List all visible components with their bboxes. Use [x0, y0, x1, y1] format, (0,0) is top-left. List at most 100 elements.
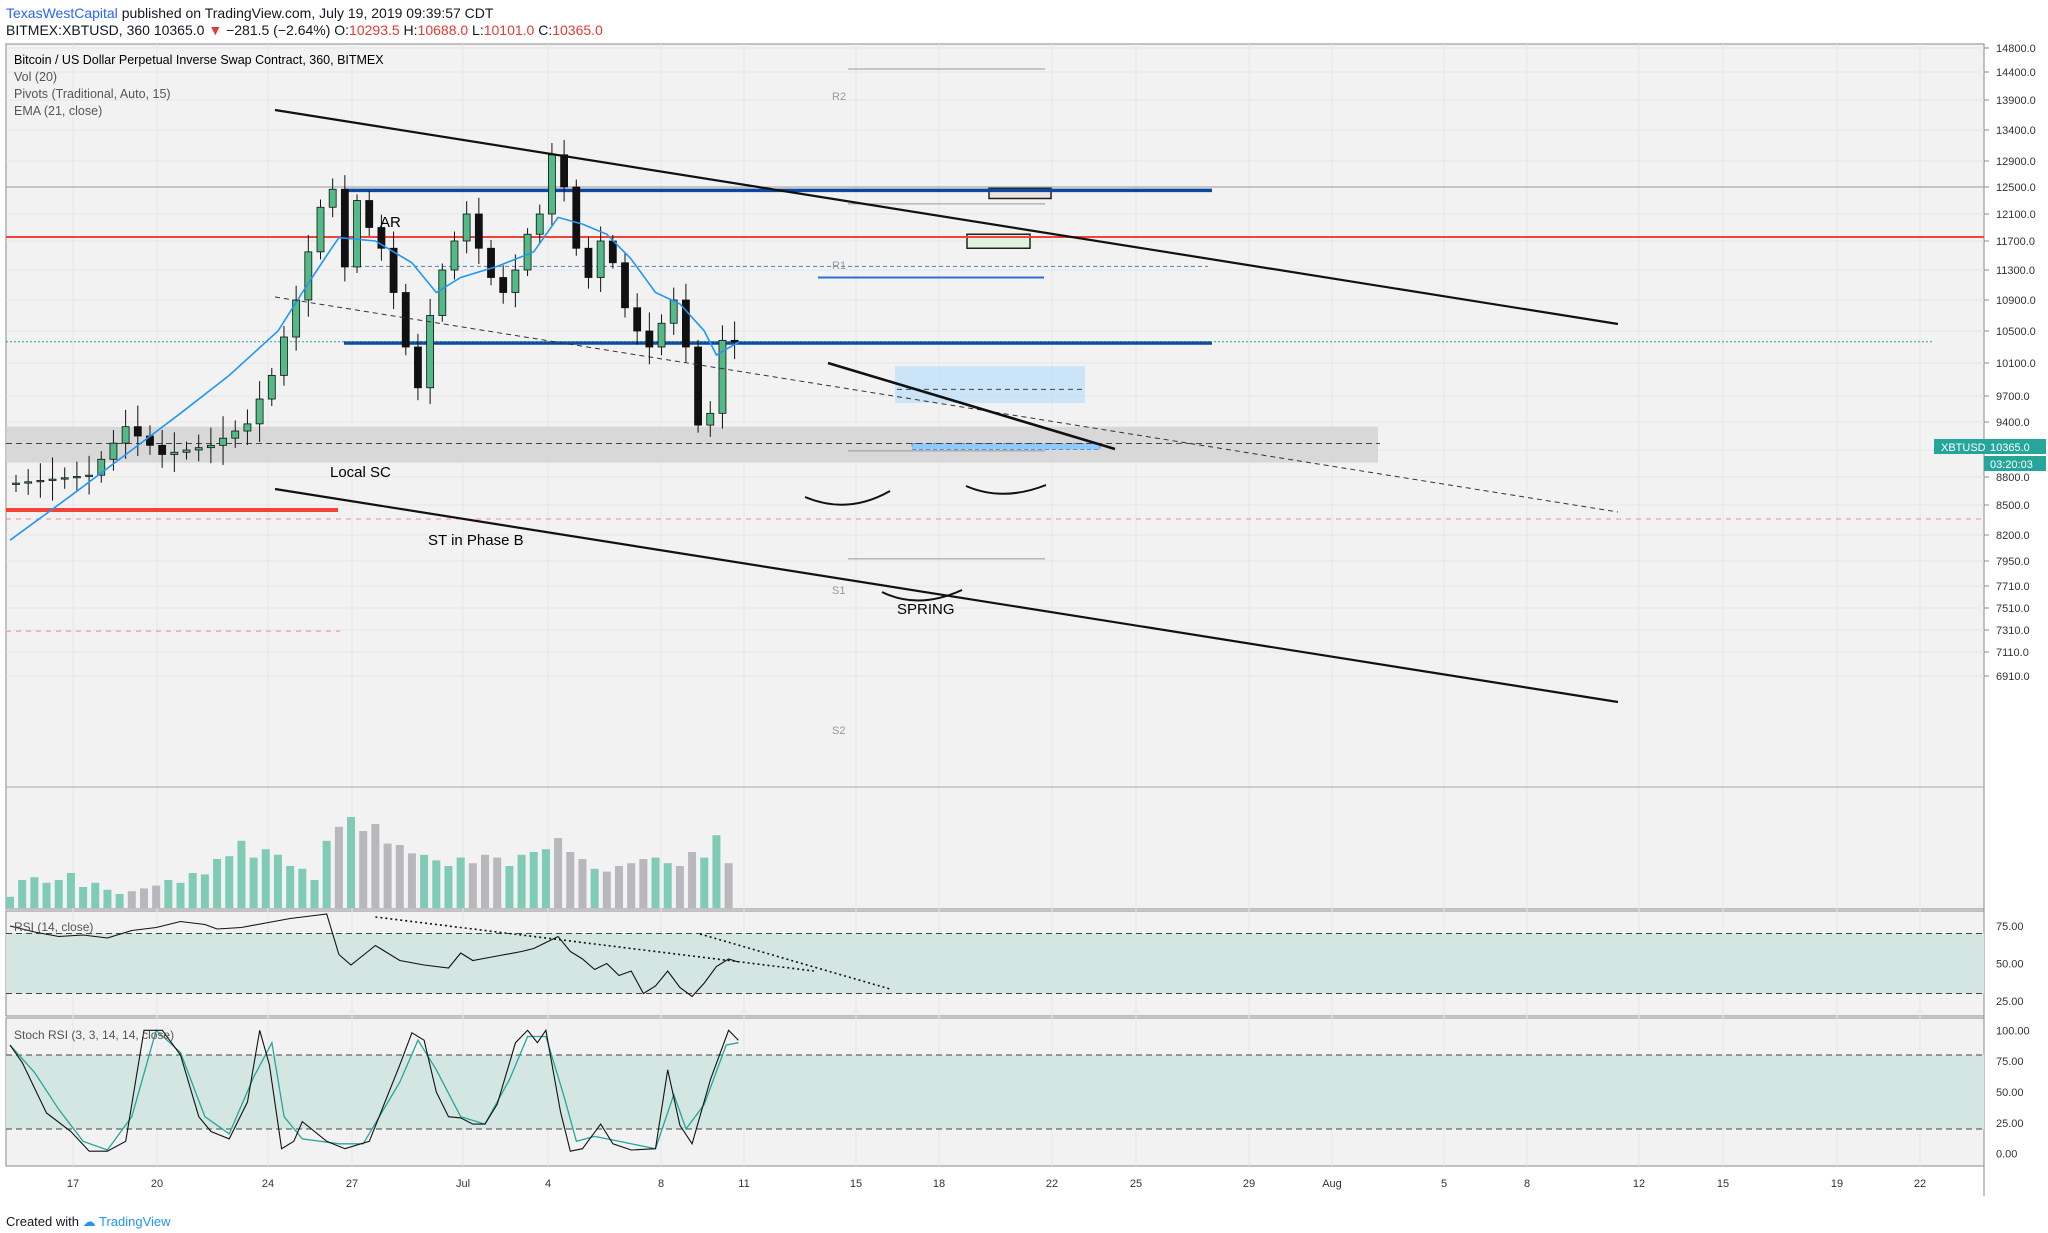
- volume-bar: [481, 854, 490, 908]
- volume-bar: [675, 866, 684, 908]
- volume-bar: [517, 854, 526, 908]
- price-tick-label: 7950.0: [1996, 556, 2030, 568]
- price-tick-label: 7510.0: [1996, 603, 2030, 615]
- volume-bar: [541, 849, 550, 908]
- volume-bar: [261, 849, 270, 908]
- time-tick-label: 25: [1130, 1178, 1142, 1190]
- pivot-r1-label: R1: [832, 260, 846, 272]
- candle: [487, 247, 495, 278]
- candle: [158, 444, 167, 455]
- volume-bar: [30, 877, 39, 908]
- rsi-label[interactable]: RSI (14, close): [14, 920, 93, 934]
- candle: [194, 447, 203, 451]
- time-tick-label: 29: [1243, 1178, 1255, 1190]
- candle: [48, 478, 57, 481]
- volume-bar: [627, 863, 636, 908]
- rsi-divergence-line: [375, 916, 814, 972]
- volume-bar: [115, 894, 124, 908]
- local-sc-annotation: Local SC: [330, 464, 391, 481]
- pivot-r2-label: R2: [832, 91, 846, 103]
- price-axis[interactable]: [1984, 44, 2048, 1166]
- volume-bar: [566, 852, 575, 908]
- change-down-icon: ▼: [208, 22, 223, 38]
- candle: [523, 233, 532, 271]
- candle: [414, 346, 422, 389]
- candle: [560, 154, 568, 188]
- open-value: 10293.5: [349, 22, 400, 38]
- time-axis[interactable]: [6, 1166, 1984, 1196]
- rsi-tick-label: 50.00: [1996, 959, 2024, 971]
- time-tick-label: 8: [1524, 1178, 1530, 1190]
- volume-bar: [237, 840, 246, 908]
- volume-bar: [444, 866, 453, 908]
- volume-bar: [432, 860, 441, 908]
- trading-chart[interactable]: 75.00 50.00 25.00 100.00 75.00 50.00 25.00 0.0…: [0, 40, 2048, 1210]
- pivots-indicator-label[interactable]: Pivots (Traditional, Auto, 15): [14, 87, 171, 101]
- volume-bar: [663, 863, 672, 908]
- chart-footer: Created with ☁ TradingView: [0, 1210, 2048, 1233]
- candle: [36, 480, 45, 483]
- stoch-rsi-label[interactable]: Stoch RSI (3, 3, 14, 14, close): [14, 1028, 174, 1042]
- short-trendline: [827, 361, 1116, 451]
- price-tick-label: 12100.0: [1996, 209, 2036, 221]
- volume-bar: [554, 838, 563, 908]
- candle: [316, 206, 325, 253]
- candle: [645, 330, 654, 348]
- candle: [669, 299, 678, 324]
- volume-bar: [383, 843, 392, 908]
- candle: [328, 188, 337, 208]
- time-tick-label: 11: [738, 1178, 749, 1190]
- time-tick-label: 15: [1717, 1178, 1729, 1190]
- time-tick-label: 4: [545, 1178, 551, 1190]
- candle: [73, 476, 81, 479]
- candle: [633, 307, 642, 332]
- volume-bar: [529, 852, 538, 908]
- candle: [353, 200, 361, 268]
- volume-bar: [602, 871, 611, 908]
- close-label: C:: [538, 22, 553, 38]
- volume-bar: [322, 840, 331, 908]
- volume-bar: [66, 873, 75, 908]
- volume-bar: [298, 868, 307, 908]
- channel-top-line: [274, 108, 1619, 326]
- candle: [584, 247, 593, 278]
- ema-indicator-label[interactable]: EMA (21, close): [14, 104, 102, 118]
- volume-bar: [79, 887, 88, 908]
- volume-bar: [54, 880, 63, 908]
- candle: [438, 269, 447, 316]
- candle: [206, 444, 215, 449]
- price-tick-label: 14800.0: [1996, 43, 2036, 55]
- price-tick-label: 13900.0: [1996, 95, 2036, 107]
- volume-bar: [700, 857, 709, 908]
- candle: [499, 277, 508, 293]
- price-tick-label: 11700.0: [1996, 236, 2035, 248]
- volume-bar: [468, 863, 477, 908]
- volume-bar: [6, 896, 14, 908]
- created-with-label: Created with: [6, 1214, 79, 1229]
- tradingview-link[interactable]: TradingView: [99, 1214, 171, 1229]
- author-link[interactable]: TexasWestCapital: [6, 5, 118, 21]
- volume-bar: [724, 863, 733, 908]
- price-badge[interactable]: [1934, 439, 2046, 454]
- volume-bar: [395, 845, 404, 908]
- tradingview-logo-icon: ☁: [82, 1214, 96, 1229]
- candle: [182, 449, 191, 453]
- candle: [12, 482, 20, 485]
- time-tick-label: 19: [1831, 1178, 1843, 1190]
- candle: [401, 292, 410, 348]
- price-tick-label: 7710.0: [1996, 581, 2030, 593]
- volume-bar: [347, 817, 356, 908]
- bar-countdown: 03:20:03: [1990, 459, 2033, 471]
- countdown-badge: [1984, 456, 2046, 471]
- price-tick-label: 7110.0: [1996, 647, 2029, 659]
- candle: [706, 412, 715, 426]
- vol-indicator-label[interactable]: Vol (20): [14, 70, 57, 84]
- time-tick-label: 5: [1441, 1178, 1447, 1190]
- time-tick-label: Jul: [456, 1178, 470, 1190]
- arc-spring: [881, 589, 963, 602]
- low-label: L:: [472, 22, 484, 38]
- open-label: O:: [334, 22, 350, 38]
- stoch-k-line: [9, 1028, 739, 1152]
- candle: [621, 262, 629, 309]
- candle: [340, 188, 349, 268]
